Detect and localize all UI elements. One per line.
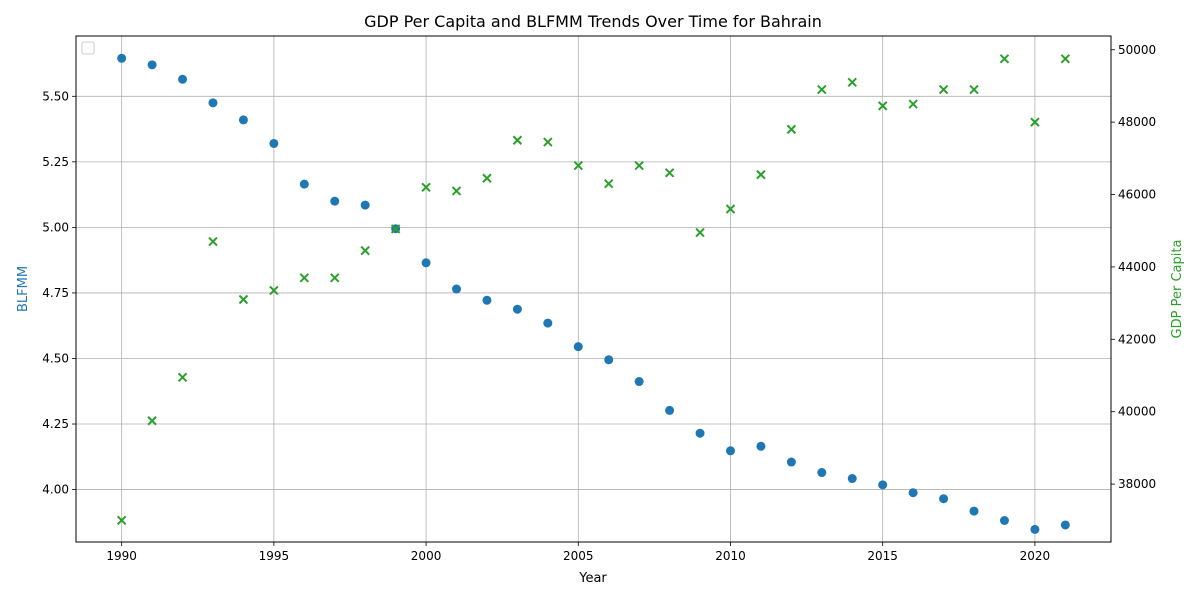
grid: [76, 36, 1111, 542]
blfmm-point: [512, 304, 522, 314]
plot-frame: [75, 35, 1112, 543]
gdp-point: [208, 236, 218, 247]
gdp-point: [147, 416, 157, 426]
blfmm-point: [178, 74, 188, 84]
blfmm-point: [543, 318, 553, 328]
gdp-point: [847, 77, 857, 88]
x-axis-label: Year: [578, 571, 607, 586]
blfmm-point: [908, 488, 918, 498]
x-tick-label: 2020: [1020, 549, 1051, 563]
y-right-tick-label: 44000: [1118, 260, 1156, 274]
gdp-point: [482, 173, 492, 183]
blfmm-point: [1060, 520, 1070, 530]
gdp-point: [817, 84, 827, 95]
y-right-tick-label: 40000: [1118, 405, 1156, 419]
gdp-point: [1030, 117, 1040, 127]
gdp-point: [877, 101, 888, 111]
gdp-point: [390, 224, 401, 234]
y-left-tick-label: 5.50: [42, 89, 69, 103]
gdp-point: [756, 169, 766, 180]
y-axis-right-label: GDP Per Capita: [1170, 240, 1185, 339]
legend-box: [81, 41, 95, 55]
gdp-point: [604, 178, 614, 189]
blfmm-point: [634, 377, 644, 387]
blfmm-series: [117, 53, 1070, 534]
blfmm-point: [817, 468, 827, 478]
y-right-tick-label: 50000: [1118, 43, 1156, 57]
y-left-tick-label: 4.75: [42, 286, 69, 300]
y-axis-left-label: BLFMM: [16, 266, 31, 312]
blfmm-point: [665, 405, 675, 415]
gdp-point: [969, 84, 979, 95]
blfmm-point: [604, 355, 614, 365]
x-axis: 1990 1995 2000 2005 2010 2015 2020: [106, 542, 1050, 563]
gdp-point: [269, 285, 279, 296]
y-right-tick-label: 48000: [1118, 115, 1156, 129]
gdp-point: [421, 182, 431, 193]
gdp-point: [664, 168, 675, 178]
blfmm-point: [847, 474, 857, 484]
x-tick-label: 2015: [867, 549, 898, 563]
y-left-tick-label: 4.50: [42, 351, 69, 365]
blfmm-point: [725, 446, 735, 456]
blfmm-point: [482, 295, 492, 305]
blfmm-point: [330, 196, 340, 206]
gdp-point: [512, 135, 523, 145]
blfmm-point: [269, 138, 279, 148]
y-left-tick-label: 4.00: [42, 483, 69, 497]
x-tick-label: 2005: [563, 549, 594, 563]
gdp-point: [238, 294, 249, 305]
gdp-point: [1060, 54, 1071, 64]
blfmm-point: [695, 428, 705, 438]
gdp-series: [116, 54, 1071, 525]
gdp-point: [330, 273, 340, 283]
x-tick-label: 1990: [106, 549, 137, 563]
gdp-point: [938, 84, 949, 95]
blfmm-point: [117, 53, 127, 63]
blfmm-point: [208, 98, 218, 108]
x-tick-label: 1995: [259, 549, 290, 563]
gdp-point: [573, 160, 583, 171]
gdp-point: [695, 227, 705, 238]
y-left-tick-label: 4.25: [42, 417, 69, 431]
gdp-point: [786, 124, 797, 135]
blfmm-point: [1030, 524, 1040, 534]
blfmm-point: [969, 506, 979, 516]
blfmm-point: [299, 179, 309, 189]
gdp-point: [725, 204, 736, 214]
gdp-point: [908, 99, 918, 109]
gdp-point: [177, 372, 188, 383]
y-right-tick-label: 38000: [1118, 477, 1156, 491]
gdp-point: [634, 160, 644, 171]
y-axis-left: 4.00 4.25 4.50 4.75 5.00 5.25 5.50: [42, 89, 76, 497]
y-right-tick-label: 42000: [1118, 332, 1156, 346]
gdp-point: [543, 137, 553, 147]
gdp-point: [360, 245, 370, 256]
y-left-tick-label: 5.00: [42, 220, 69, 234]
y-right-tick-label: 46000: [1118, 188, 1156, 202]
x-tick-label: 2000: [411, 549, 442, 563]
blfmm-point: [878, 480, 888, 490]
blfmm-point: [939, 494, 949, 504]
gdp-point: [999, 54, 1010, 64]
gdp-point: [451, 186, 462, 196]
y-axis-right: 38000 40000 42000 44000 46000 48000 50000: [1111, 43, 1156, 491]
blfmm-point: [786, 457, 796, 467]
blfmm-point: [360, 200, 370, 210]
chart-title: GDP Per Capita and BLFMM Trends Over Tim…: [364, 12, 822, 31]
x-tick-label: 2010: [715, 549, 746, 563]
blfmm-point: [147, 60, 157, 70]
blfmm-point: [756, 441, 766, 451]
y-left-tick-label: 5.25: [42, 155, 69, 169]
blfmm-point: [573, 342, 583, 352]
gdp-point: [299, 273, 310, 283]
blfmm-point: [452, 284, 462, 294]
gdp-point: [116, 515, 127, 525]
blfmm-point: [421, 258, 431, 268]
blfmm-point: [999, 516, 1009, 526]
blfmm-point: [238, 115, 248, 125]
